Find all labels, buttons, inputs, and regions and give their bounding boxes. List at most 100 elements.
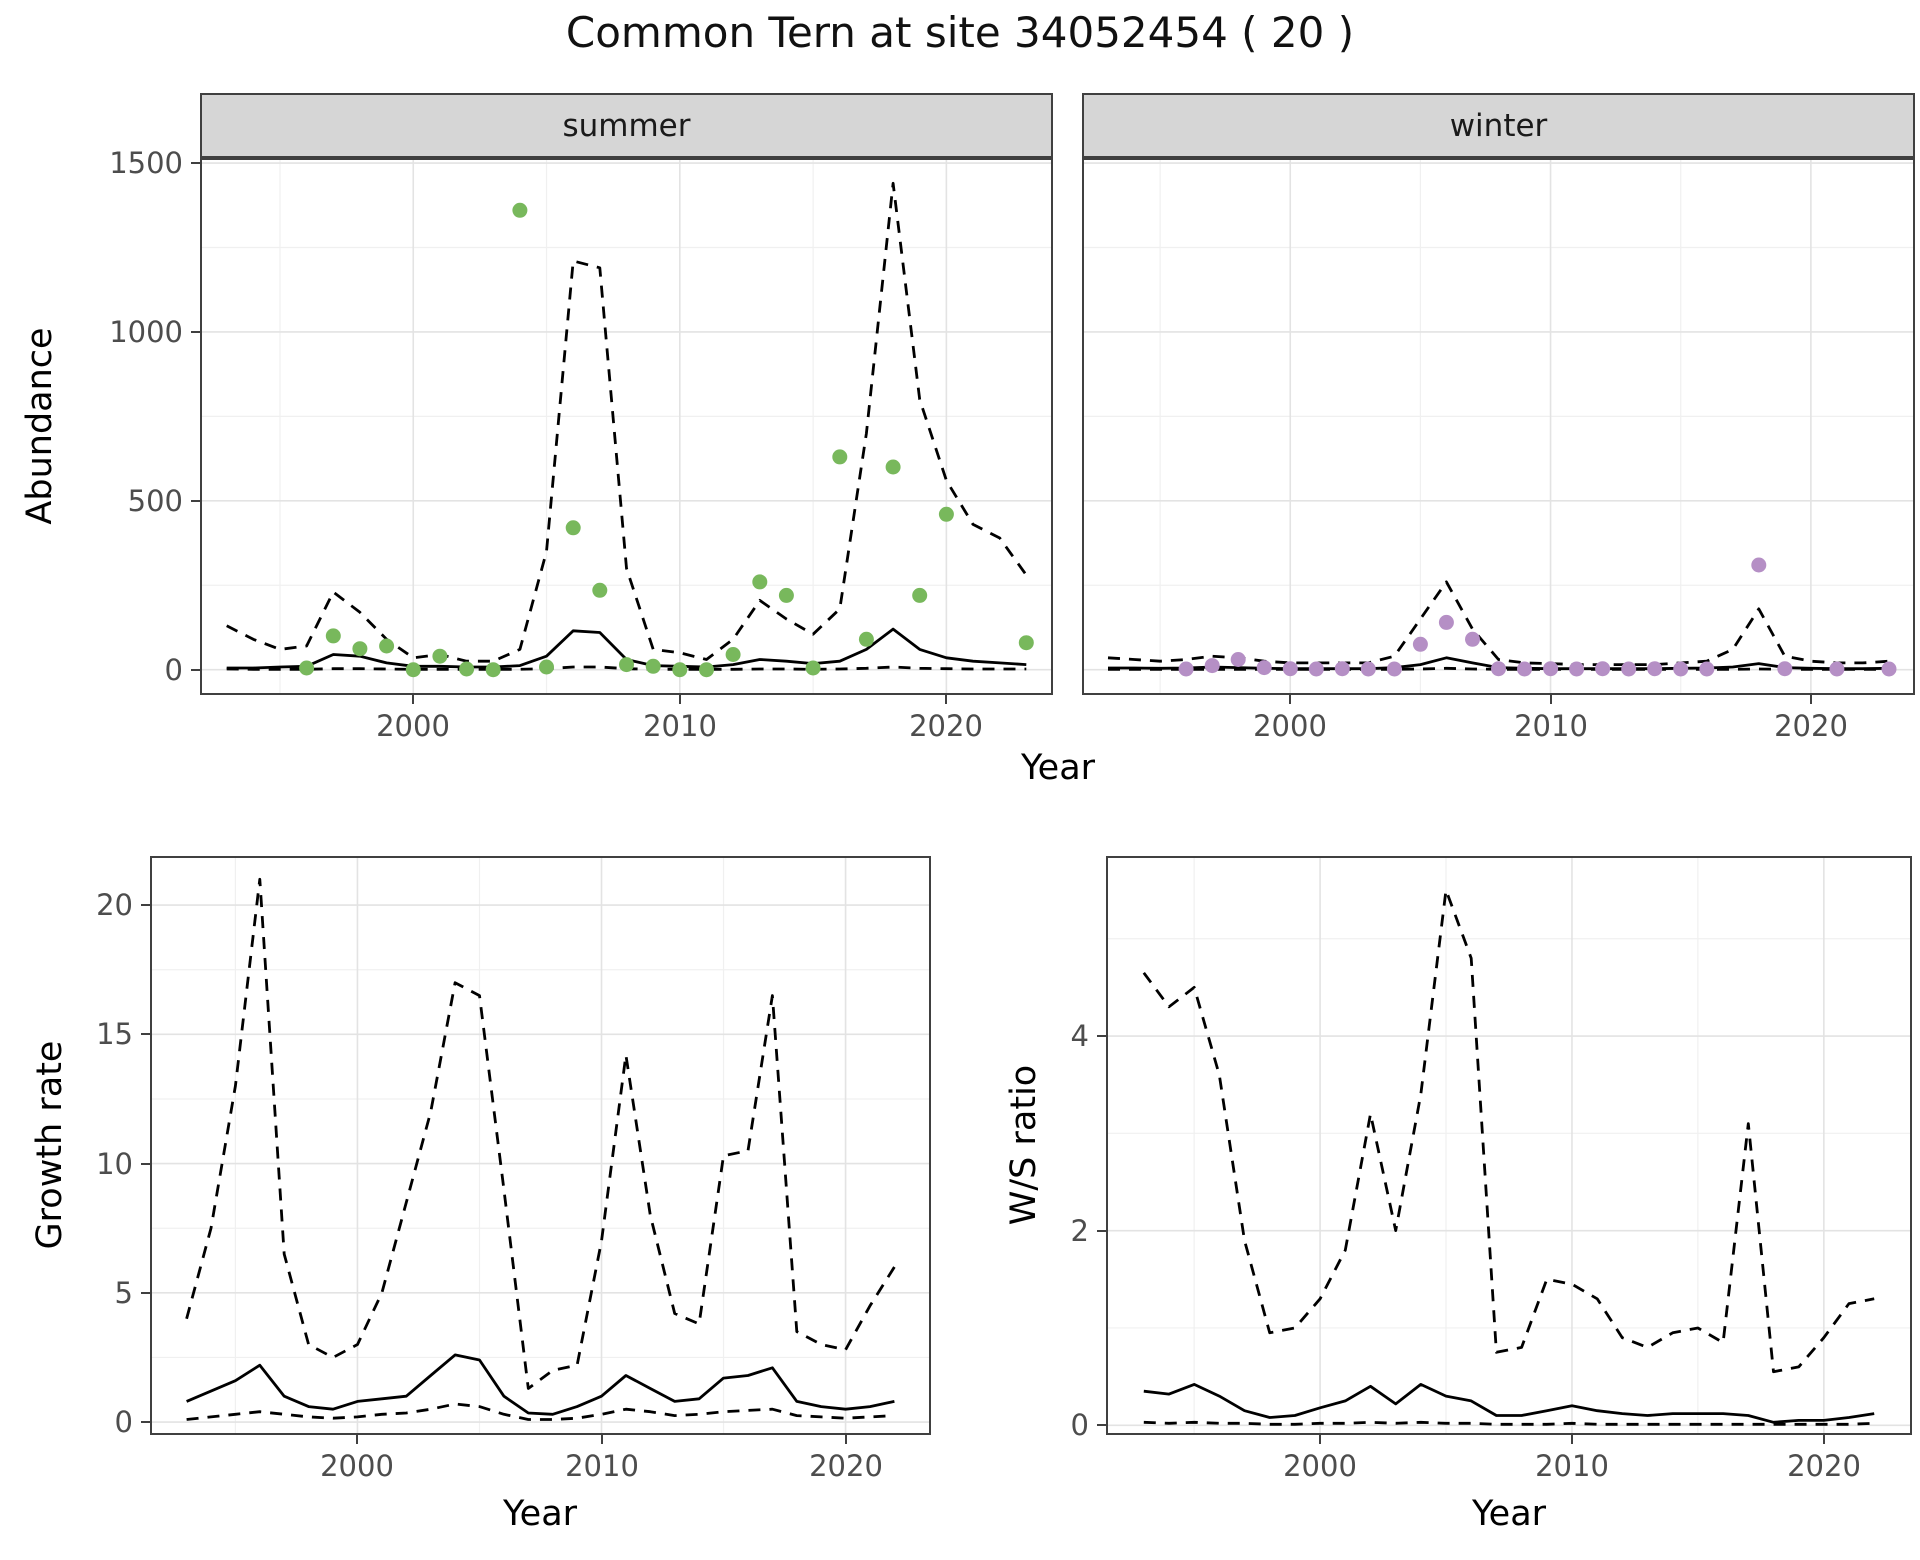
y-tick-label: 4 xyxy=(1070,1019,1089,1053)
abundance-winter-point xyxy=(1412,636,1428,652)
abundance-summer-point xyxy=(619,657,634,673)
abundance-winter-point xyxy=(1360,661,1376,677)
y-tick-mark xyxy=(191,331,200,333)
x-tick-mark xyxy=(1823,1435,1825,1444)
x-tick-label: 2000 xyxy=(1253,709,1327,743)
abundance-summer-point xyxy=(405,662,421,678)
facet-strip-summer: summer xyxy=(200,93,1053,158)
y-tick-label: 20 xyxy=(96,888,133,922)
abundance-summer-point xyxy=(645,658,661,674)
x-tick-mark xyxy=(1571,1435,1573,1444)
y-tick-label: 5 xyxy=(114,1276,133,1310)
abundance-summer-point xyxy=(699,662,714,678)
abundance-summer-point xyxy=(832,449,848,465)
y-tick-mark xyxy=(141,904,150,906)
abundance-summer-point xyxy=(299,660,315,676)
x-tick-label: 2020 xyxy=(809,1449,883,1483)
growth-rate-plot-area xyxy=(150,856,931,1435)
y-tick-mark xyxy=(1097,1424,1106,1426)
facet-strip-winter: winter xyxy=(1082,93,1915,158)
growth-rate-panel xyxy=(150,856,931,1435)
x-tick-mark xyxy=(945,695,947,704)
x-tick-label: 2020 xyxy=(1787,1449,1861,1483)
abundance-summer-point xyxy=(805,660,821,676)
abundance-summer-point xyxy=(325,628,341,644)
ws-ratio-lower-ci-line xyxy=(1143,1420,1875,1426)
growth-rate-mean-line xyxy=(186,1353,895,1416)
abundance-summer-point xyxy=(858,631,874,647)
abundance-winter-point xyxy=(1178,661,1194,677)
x-axis-label-year-ws: Year xyxy=(1471,1494,1547,1534)
ws-ratio-panel xyxy=(1106,856,1912,1435)
abundance-summer-plot-area xyxy=(200,158,1053,695)
x-tick-label: 2000 xyxy=(376,709,450,743)
chart-title: Common Tern at site 34052454 ( 20 ) xyxy=(565,8,1355,57)
abundance-winter-point xyxy=(1256,660,1272,676)
abundance-winter-point xyxy=(1595,661,1611,677)
abundance-summer-point xyxy=(938,506,954,522)
x-axis-label-year-growth: Year xyxy=(502,1494,578,1534)
abundance-summer-point xyxy=(512,202,528,218)
abundance-winter-panel xyxy=(1082,158,1915,695)
abundance-summer-point xyxy=(672,662,688,678)
abundance-winter-point xyxy=(1204,658,1220,674)
x-tick-label: 2020 xyxy=(909,709,983,743)
abundance-winter-plot-area xyxy=(1082,158,1915,695)
abundance-summer-point xyxy=(565,520,581,536)
abundance-summer-point xyxy=(485,662,501,678)
y-axis-label-growth-rate: Growth rate xyxy=(30,1040,70,1250)
abundance-summer-upper-ci-line xyxy=(226,181,1028,663)
abundance-winter-point xyxy=(1699,661,1715,677)
abundance-winter-point xyxy=(1334,661,1350,677)
abundance-summer-point xyxy=(352,641,368,657)
ws-ratio-upper-ci-line xyxy=(1142,888,1875,1374)
x-tick-label: 2010 xyxy=(1535,1449,1609,1483)
ws-ratio-mean-line xyxy=(1143,1383,1875,1424)
abundance-summer-point xyxy=(885,459,901,475)
facet-strip-winter-label: winter xyxy=(1449,107,1548,144)
x-axis-label-year-top: Year xyxy=(1020,748,1096,788)
x-tick-label: 2010 xyxy=(643,709,717,743)
abundance-summer-point xyxy=(379,638,395,654)
x-tick-mark xyxy=(1289,695,1291,704)
y-tick-label: 0 xyxy=(1070,1408,1089,1442)
abundance-winter-lower-ci-line xyxy=(1108,666,1889,671)
y-tick-label: 2 xyxy=(1070,1214,1089,1248)
abundance-winter-point xyxy=(1751,557,1767,573)
abundance-winter-point xyxy=(1881,661,1897,677)
y-tick-label: 500 xyxy=(127,484,183,518)
abundance-winter-upper-ci-line xyxy=(1107,580,1890,666)
abundance-winter-point xyxy=(1777,661,1793,677)
y-axis-label-ws-ratio: W/S ratio xyxy=(1004,1064,1044,1226)
x-tick-label: 2000 xyxy=(320,1449,394,1483)
abundance-summer-point xyxy=(912,587,928,603)
x-tick-mark xyxy=(1810,695,1812,704)
abundance-summer-point xyxy=(1018,635,1034,651)
abundance-winter-point xyxy=(1282,661,1298,677)
abundance-winter-point xyxy=(1543,661,1559,677)
y-tick-mark xyxy=(191,669,200,671)
y-tick-label: 0 xyxy=(164,653,183,687)
x-tick-mark xyxy=(1319,1435,1321,1444)
y-tick-mark xyxy=(1097,1035,1106,1037)
growth-rate-upper-ci-line xyxy=(185,877,896,1390)
abundance-winter-point xyxy=(1517,661,1532,677)
x-tick-mark xyxy=(412,695,414,704)
x-tick-mark xyxy=(679,695,681,704)
y-tick-label: 0 xyxy=(114,1405,133,1439)
x-tick-label: 2000 xyxy=(1283,1449,1357,1483)
abundance-summer-point xyxy=(432,648,448,664)
abundance-summer-panel xyxy=(200,158,1053,695)
abundance-summer-point xyxy=(725,647,741,662)
y-tick-label: 1500 xyxy=(109,146,183,180)
abundance-winter-point xyxy=(1230,652,1246,667)
abundance-summer-point xyxy=(539,659,554,675)
y-tick-label: 1000 xyxy=(109,315,183,349)
abundance-summer-point xyxy=(459,661,475,677)
abundance-winter-point xyxy=(1386,661,1402,677)
abundance-winter-point xyxy=(1569,661,1585,677)
x-tick-mark xyxy=(356,1435,358,1444)
y-tick-label: 15 xyxy=(96,1017,133,1051)
x-tick-label: 2010 xyxy=(1514,709,1588,743)
